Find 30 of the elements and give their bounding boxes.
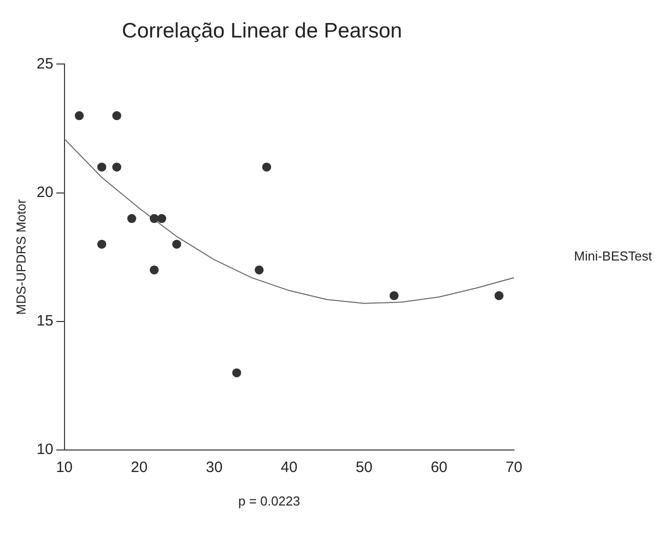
- x-tick-label: 60: [430, 459, 448, 476]
- point: [157, 214, 166, 224]
- y-tick-label: 25: [36, 55, 54, 72]
- point: [262, 162, 272, 172]
- y-axis-title: MDS-UPDRS Motor: [13, 198, 28, 315]
- x-tick-label: 50: [356, 459, 372, 476]
- point: [494, 291, 504, 300]
- point: [232, 368, 242, 378]
- text: p = 0.0223: [238, 494, 300, 509]
- point: [150, 214, 159, 224]
- point: [172, 240, 182, 249]
- point: [74, 111, 84, 120]
- point: [254, 265, 264, 274]
- x-tick-label: 40: [280, 459, 298, 476]
- point: [97, 162, 106, 172]
- x-tick-label: 10: [56, 459, 73, 476]
- point: [150, 265, 159, 274]
- y-tick-label: 20: [36, 184, 54, 201]
- point: [97, 240, 106, 249]
- x-tick-label: 70: [506, 459, 522, 476]
- point: [127, 214, 136, 224]
- y-tick-label: 10: [36, 441, 54, 458]
- x-tick-label: 20: [130, 459, 148, 476]
- y-tick-label: 15: [36, 312, 54, 330]
- x-axis-title: Mini-BESTest: [574, 248, 652, 264]
- point: [112, 162, 122, 172]
- point: [390, 291, 399, 300]
- x-tick-label: 30: [206, 459, 223, 476]
- chart-title: Correlação Linear de Pearson: [122, 19, 402, 42]
- point: [112, 111, 122, 120]
